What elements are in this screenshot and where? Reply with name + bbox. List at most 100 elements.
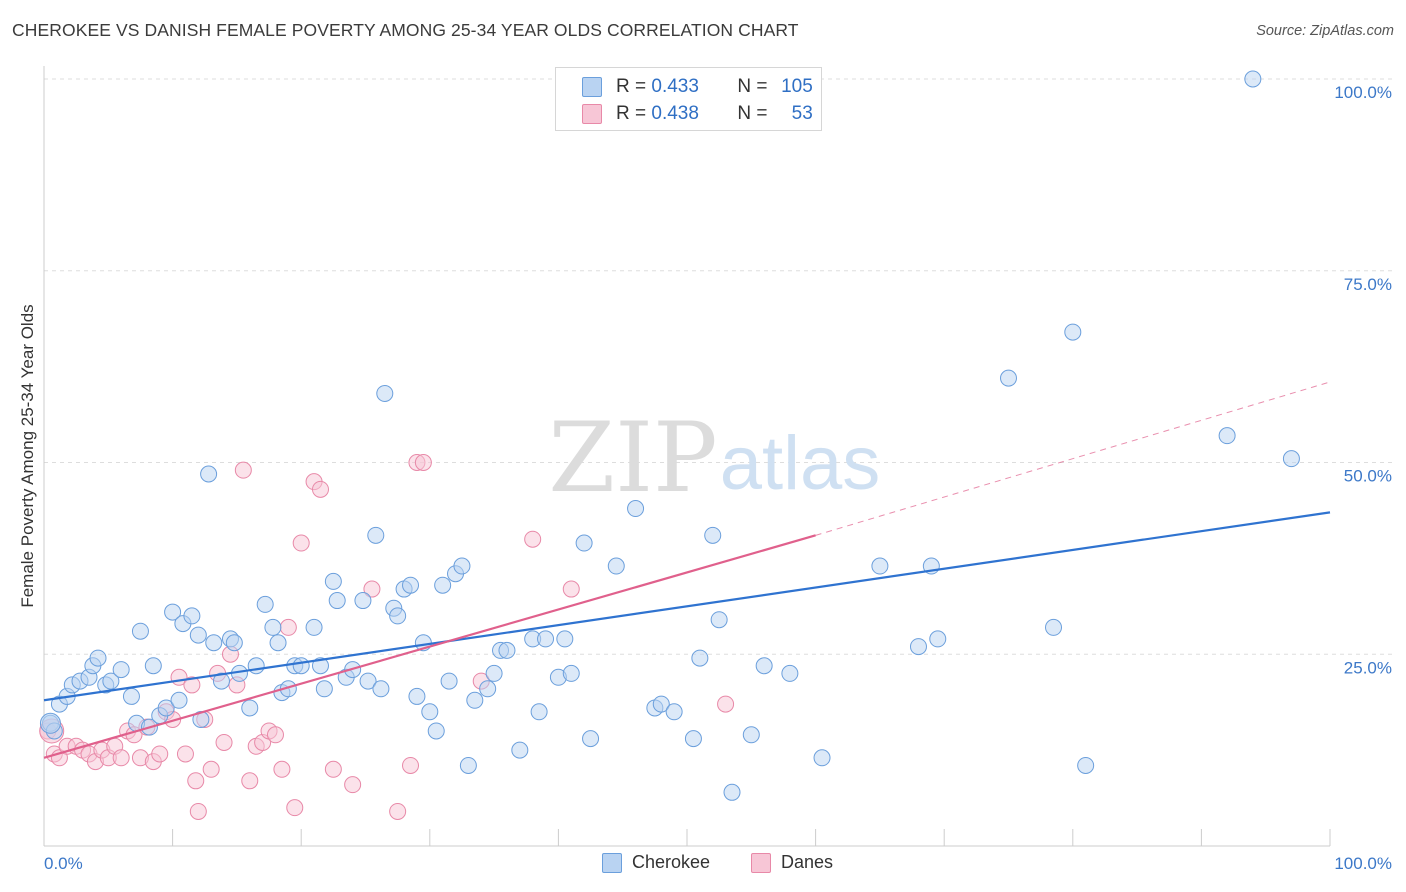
- x-tick-label: 0.0%: [44, 854, 83, 873]
- danes-trend-extension: [815, 381, 1331, 536]
- cherokee-point: [144, 657, 162, 675]
- danes-legend-swatch: [751, 852, 771, 873]
- cherokee-point: [909, 638, 927, 656]
- danes-point: [202, 760, 220, 778]
- cherokee-point: [929, 630, 947, 648]
- cherokee-point: [372, 680, 390, 698]
- cherokee-point: [427, 722, 445, 740]
- danes-point: [389, 802, 407, 820]
- legend-r-label: R =: [616, 103, 647, 124]
- cherokee-point: [1282, 450, 1300, 468]
- cherokee-point: [189, 626, 207, 644]
- legend-n-label: N =: [737, 103, 768, 124]
- cherokee-point: [710, 611, 728, 629]
- cherokee-point: [530, 703, 548, 721]
- cherokee-point: [1064, 323, 1082, 341]
- danes-point: [279, 618, 297, 636]
- cherokee-point: [1000, 369, 1017, 387]
- cherokee-point: [607, 557, 625, 575]
- cherokee-point: [684, 730, 702, 748]
- cherokee-point: [170, 691, 188, 709]
- tick-labels: 25.0% 50.0% 75.0% 100.0% 0.0% 100.0%: [44, 83, 1392, 873]
- cherokee-point: [1218, 427, 1236, 445]
- cherokee-point: [157, 699, 175, 717]
- cherokee-point: [582, 730, 600, 748]
- cherokee-point: [225, 634, 243, 652]
- cherokee-point: [742, 726, 760, 744]
- cherokee-point: [241, 699, 259, 717]
- cherokee-point: [247, 657, 265, 675]
- danes-trend-line: [43, 534, 816, 759]
- cherokee-point: [367, 526, 385, 544]
- y-axis-label: Female Poverty Among 25-34 Year Olds: [18, 304, 37, 607]
- legend-n-label: N =: [737, 76, 768, 97]
- chart-title: CHEROKEE VS DANISH FEMALE POVERTY AMONG …: [12, 20, 799, 40]
- cherokee-point: [537, 630, 555, 648]
- cherokee-point: [324, 572, 342, 590]
- cherokee-point: [212, 672, 230, 690]
- legend-r-value: 0.433: [651, 76, 699, 97]
- legend-item-danes: Danes: [751, 852, 833, 873]
- cherokee-point: [485, 664, 503, 682]
- cherokee-point: [354, 592, 372, 610]
- cherokee-point: [453, 557, 471, 575]
- legend-label-danes: Danes: [781, 852, 834, 872]
- cherokee-point: [256, 595, 274, 613]
- cherokee-point: [305, 618, 323, 636]
- cherokee-point: [328, 592, 346, 610]
- danes-point: [363, 580, 381, 598]
- danes-points: [39, 454, 735, 820]
- cherokee-point: [205, 634, 223, 652]
- danes-point: [273, 760, 291, 778]
- cherokee-point: [723, 783, 741, 801]
- trend-lines: [43, 381, 1331, 759]
- cherokee-point: [164, 603, 182, 621]
- legend-label-cherokee: Cherokee: [632, 852, 711, 872]
- danes-point: [344, 776, 362, 794]
- danes-point: [112, 749, 130, 767]
- cherokee-point: [311, 657, 329, 675]
- cherokee-point: [131, 622, 149, 640]
- danes-point: [187, 772, 205, 790]
- series-legend: Cherokee Danes: [0, 852, 1406, 878]
- cherokee-point: [511, 741, 529, 759]
- cherokee-point: [871, 557, 889, 575]
- cherokee-point: [755, 657, 773, 675]
- cherokee-point: [813, 749, 831, 767]
- cherokee-point: [89, 649, 107, 667]
- danes-point: [151, 745, 169, 763]
- danes-point: [562, 580, 580, 598]
- cherokee-point: [781, 664, 799, 682]
- cherokee-point: [665, 703, 683, 721]
- cherokee-point: [627, 500, 645, 518]
- cherokee-point: [292, 657, 310, 675]
- cherokee-point: [359, 672, 377, 690]
- cherokee-point: [434, 576, 452, 594]
- watermark-zip: ZIP: [548, 402, 717, 514]
- watermark: ZIP atlas: [548, 402, 880, 514]
- legend-row-danes: R = 0.438 N = 53: [582, 101, 813, 127]
- danes-point: [324, 760, 342, 778]
- cherokee-point: [704, 526, 722, 544]
- cherokee-point: [562, 664, 580, 682]
- cherokee-point: [183, 607, 201, 625]
- cherokee-point: [376, 384, 394, 402]
- cherokee-point: [479, 680, 497, 698]
- cherokee-point: [1244, 70, 1262, 88]
- cherokee-legend-swatch: [602, 852, 622, 873]
- cherokee-point: [408, 687, 426, 705]
- cherokee-point: [440, 672, 458, 690]
- danes-point: [241, 772, 259, 790]
- cherokee-point: [1045, 618, 1063, 636]
- cherokee-point: [575, 534, 593, 552]
- cherokee-point: [389, 607, 407, 625]
- danes-point: [311, 480, 329, 498]
- danes-point: [286, 799, 304, 817]
- cherokee-point: [200, 465, 218, 483]
- danes-point: [234, 461, 252, 479]
- cherokee-point: [691, 649, 709, 667]
- cherokee-point: [556, 630, 574, 648]
- legend-n-value: 105: [781, 76, 813, 97]
- cherokee-point: [459, 756, 477, 774]
